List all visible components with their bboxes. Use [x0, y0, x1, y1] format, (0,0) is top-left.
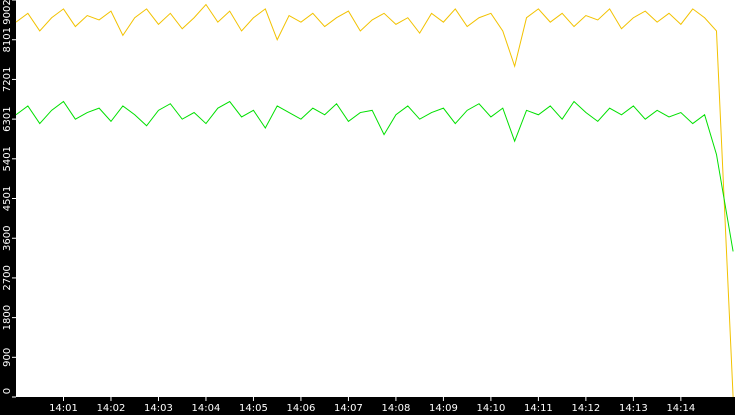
x-tick-label: 14:04 [192, 403, 221, 414]
x-tick-label: 14:05 [239, 403, 268, 414]
y-tick-label: 1800 [2, 305, 13, 330]
x-tick-label: 14:14 [666, 403, 695, 414]
x-tick-label: 14:10 [476, 403, 505, 414]
y-tick-label: 3600 [2, 226, 13, 251]
y-tick-label: 0 [2, 388, 13, 394]
plot-area [16, 0, 735, 397]
x-tick-label: 14:07 [334, 403, 363, 414]
series-line [15, 3, 734, 398]
x-tick-label: 14:12 [571, 403, 600, 414]
x-tick-label: 14:08 [382, 403, 411, 414]
y-tick-label: 5401 [2, 146, 13, 171]
y-tick-label: 8101 [2, 27, 13, 52]
y-tick-label: 7201 [2, 67, 13, 92]
series-line [15, 100, 734, 252]
x-tick-label: 14:11 [524, 403, 553, 414]
y-tick-label: 4501 [2, 186, 13, 211]
y-tick-label: 9002 [2, 0, 13, 25]
y-tick-label: 6301 [2, 106, 13, 131]
y-tick-label: 2700 [2, 265, 13, 290]
x-tick-label: 14:09 [429, 403, 458, 414]
x-tick-label: 14:01 [49, 403, 78, 414]
x-tick-label: 14:02 [97, 403, 126, 414]
x-tick-label: 14:06 [287, 403, 316, 414]
x-tick-label: 14:13 [619, 403, 648, 414]
x-tick-label: 14:03 [144, 403, 173, 414]
y-tick-label: 900 [2, 348, 13, 367]
